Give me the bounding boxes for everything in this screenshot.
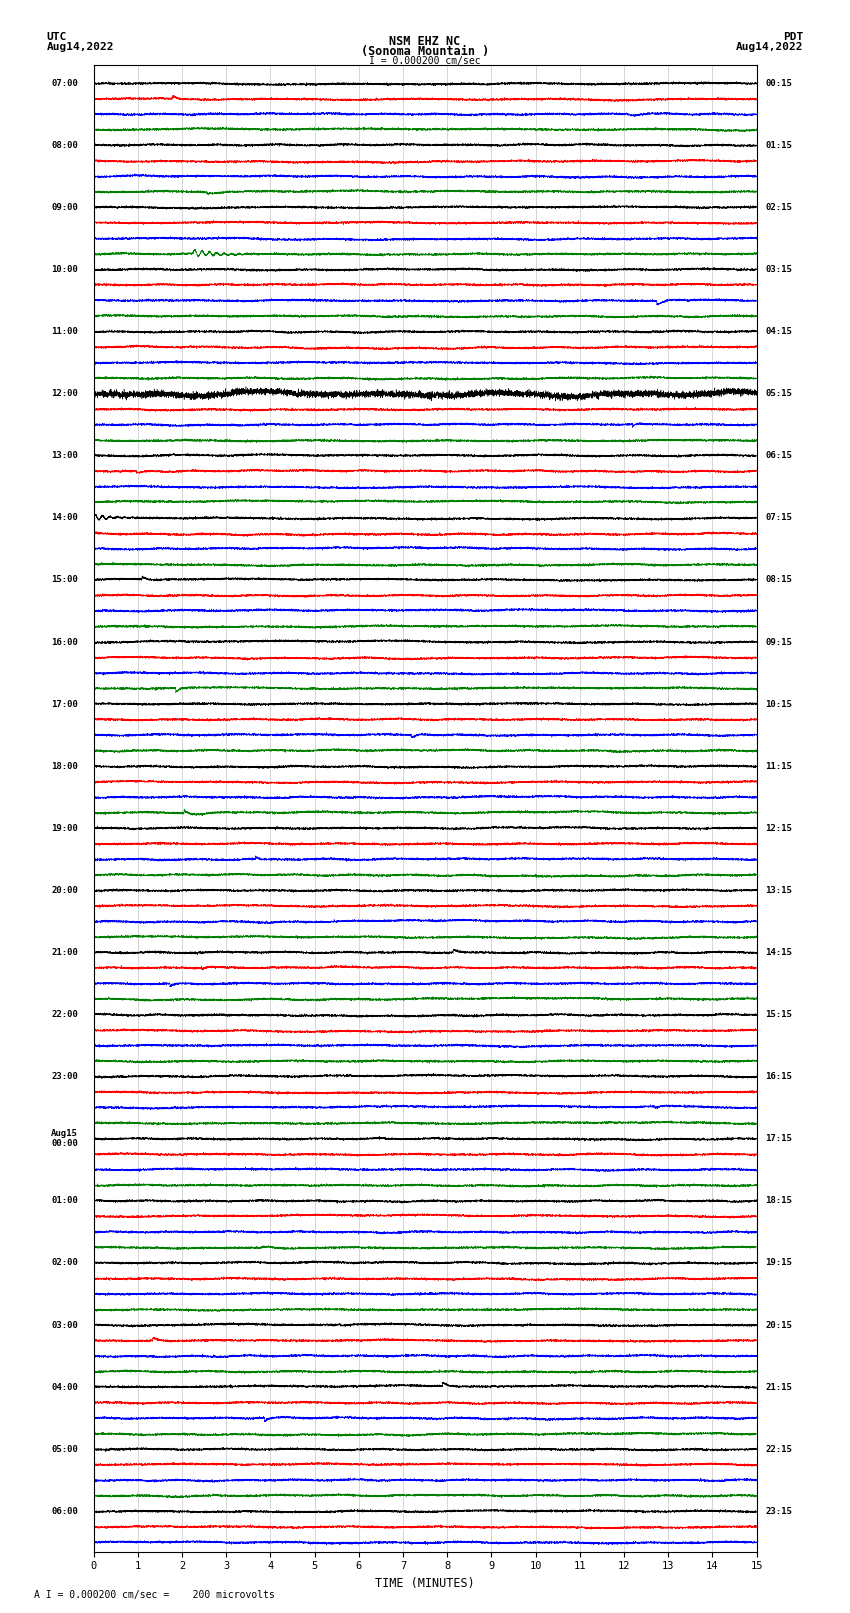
Text: 10:00: 10:00 [51, 265, 78, 274]
Text: 21:00: 21:00 [51, 948, 78, 957]
Text: UTC: UTC [47, 32, 67, 42]
Text: 20:00: 20:00 [51, 886, 78, 895]
Text: 01:15: 01:15 [765, 140, 792, 150]
Text: 19:00: 19:00 [51, 824, 78, 832]
Text: 07:00: 07:00 [51, 79, 78, 87]
Text: 18:15: 18:15 [765, 1197, 792, 1205]
Text: 03:15: 03:15 [765, 265, 792, 274]
Text: 22:15: 22:15 [765, 1445, 792, 1453]
Text: 00:15: 00:15 [765, 79, 792, 87]
Text: 13:00: 13:00 [51, 452, 78, 460]
Text: 23:15: 23:15 [765, 1507, 792, 1516]
Text: 07:15: 07:15 [765, 513, 792, 523]
Text: 09:15: 09:15 [765, 637, 792, 647]
Text: 02:15: 02:15 [765, 203, 792, 211]
Text: 05:15: 05:15 [765, 389, 792, 398]
Text: 17:00: 17:00 [51, 700, 78, 708]
Text: 14:00: 14:00 [51, 513, 78, 523]
Text: 16:15: 16:15 [765, 1073, 792, 1081]
Text: 05:00: 05:00 [51, 1445, 78, 1453]
Text: 11:15: 11:15 [765, 761, 792, 771]
Text: 06:00: 06:00 [51, 1507, 78, 1516]
Text: A I = 0.000200 cm/sec =    200 microvolts: A I = 0.000200 cm/sec = 200 microvolts [34, 1590, 275, 1600]
Text: 08:00: 08:00 [51, 140, 78, 150]
Text: 14:15: 14:15 [765, 948, 792, 957]
Text: 11:00: 11:00 [51, 327, 78, 336]
Text: 12:00: 12:00 [51, 389, 78, 398]
Text: 09:00: 09:00 [51, 203, 78, 211]
Text: 06:15: 06:15 [765, 452, 792, 460]
Text: 04:00: 04:00 [51, 1382, 78, 1392]
Text: 19:15: 19:15 [765, 1258, 792, 1268]
Text: 04:15: 04:15 [765, 327, 792, 336]
Text: 21:15: 21:15 [765, 1382, 792, 1392]
Text: 17:15: 17:15 [765, 1134, 792, 1144]
Text: Aug14,2022: Aug14,2022 [736, 42, 803, 52]
Text: PDT: PDT [783, 32, 803, 42]
Text: 16:00: 16:00 [51, 637, 78, 647]
Text: 20:15: 20:15 [765, 1321, 792, 1329]
Text: Aug15
00:00: Aug15 00:00 [51, 1129, 78, 1148]
Text: 22:00: 22:00 [51, 1010, 78, 1019]
Text: 18:00: 18:00 [51, 761, 78, 771]
Text: 15:15: 15:15 [765, 1010, 792, 1019]
Text: 01:00: 01:00 [51, 1197, 78, 1205]
Text: I = 0.000200 cm/sec: I = 0.000200 cm/sec [369, 56, 481, 66]
Text: 10:15: 10:15 [765, 700, 792, 708]
Text: 23:00: 23:00 [51, 1073, 78, 1081]
Text: 15:00: 15:00 [51, 576, 78, 584]
Text: 08:15: 08:15 [765, 576, 792, 584]
Text: (Sonoma Mountain ): (Sonoma Mountain ) [361, 45, 489, 58]
Text: 13:15: 13:15 [765, 886, 792, 895]
Text: Aug14,2022: Aug14,2022 [47, 42, 114, 52]
Text: NSM EHZ NC: NSM EHZ NC [389, 35, 461, 48]
Text: 02:00: 02:00 [51, 1258, 78, 1268]
Text: 03:00: 03:00 [51, 1321, 78, 1329]
X-axis label: TIME (MINUTES): TIME (MINUTES) [375, 1578, 475, 1590]
Text: 12:15: 12:15 [765, 824, 792, 832]
